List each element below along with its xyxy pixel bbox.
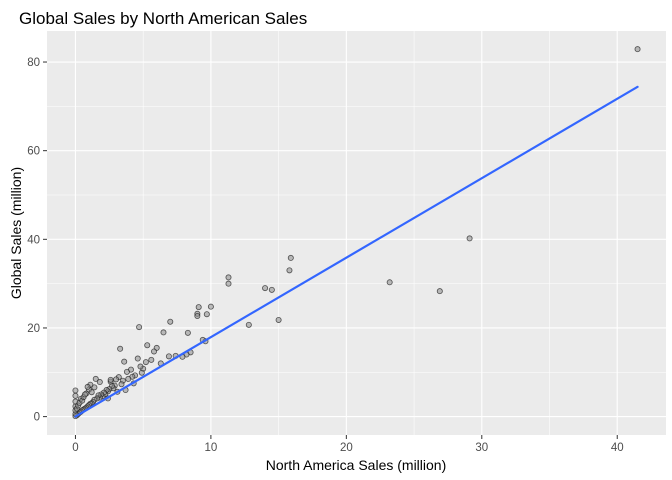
data-point (136, 324, 143, 331)
data-point (121, 358, 128, 365)
data-point (137, 363, 144, 370)
y-tick-label: 80 (27, 57, 40, 69)
data-point (225, 274, 232, 281)
data-point (167, 318, 174, 325)
data-point (125, 375, 132, 382)
data-point (91, 384, 98, 391)
data-point (287, 254, 294, 261)
data-point (88, 389, 95, 396)
data-point (268, 286, 275, 293)
trend-line-group (74, 85, 639, 418)
data-point (286, 267, 293, 274)
x-axis-title: North America Sales (million) (266, 457, 447, 473)
data-point (92, 375, 99, 382)
data-point (151, 348, 158, 355)
data-point (466, 235, 473, 242)
data-point (184, 329, 191, 336)
x-tick-label: 0 (72, 442, 78, 454)
data-point (134, 355, 141, 362)
data-point (207, 303, 214, 310)
data-point (160, 329, 167, 336)
data-point (84, 383, 91, 390)
data-point (107, 376, 114, 383)
chart-title: Global Sales by North American Sales (19, 9, 307, 28)
data-point (195, 304, 202, 311)
data-point (81, 391, 88, 398)
data-point (118, 381, 125, 388)
x-tick-label: 30 (475, 442, 488, 454)
data-point (113, 376, 120, 383)
data-point (72, 392, 79, 399)
data-point (275, 316, 282, 323)
plot-panel (47, 31, 666, 435)
y-tick-label: 40 (27, 234, 40, 246)
x-tick-label: 40 (611, 442, 624, 454)
y-axis-title: Global Sales (million) (8, 167, 24, 299)
data-point (634, 46, 641, 53)
data-point (148, 356, 155, 363)
data-point (165, 353, 172, 360)
data-point (194, 312, 201, 319)
grid-lines (47, 31, 666, 435)
axes: 0 10 20 30 40 0 20 40 60 80 (27, 57, 623, 454)
data-point (436, 288, 443, 295)
y-tick-label: 60 (27, 146, 40, 158)
y-tick-label: 20 (27, 323, 40, 335)
data-point (142, 359, 149, 366)
data-point (245, 321, 252, 328)
data-point (144, 342, 151, 349)
data-point (96, 379, 103, 386)
trend-line (74, 85, 639, 418)
y-tick-label: 0 (34, 412, 40, 424)
x-tick-label: 20 (340, 442, 353, 454)
data-point (72, 387, 79, 394)
data-point (138, 369, 145, 376)
data-point (262, 285, 269, 292)
data-point (386, 279, 393, 286)
data-point (225, 280, 232, 287)
data-point (117, 345, 124, 352)
data-point (123, 368, 130, 375)
x-tick-label: 10 (204, 442, 217, 454)
data-point (203, 311, 210, 318)
